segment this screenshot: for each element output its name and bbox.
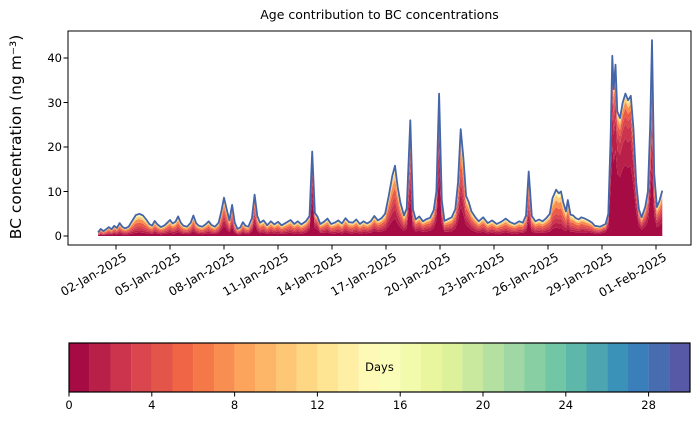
colorbar-segment bbox=[69, 343, 90, 392]
colorbar-segment bbox=[255, 343, 277, 392]
y-tick-label: 20 bbox=[47, 140, 62, 154]
colorbar-segment bbox=[276, 343, 297, 392]
chart-title: Age contribution to BC concentrations bbox=[260, 7, 499, 22]
colorbar-tick-label: 16 bbox=[392, 398, 408, 412]
colorbar-segment bbox=[545, 343, 566, 392]
colorbar-tick-label: 24 bbox=[558, 398, 574, 412]
age-band-1 bbox=[98, 111, 663, 236]
colorbar-segment bbox=[565, 343, 587, 392]
y-tick-label: 30 bbox=[47, 95, 62, 110]
age-band-6 bbox=[98, 52, 663, 234]
colorbar-segment bbox=[669, 343, 691, 392]
colorbar-tick-label: 4 bbox=[148, 398, 156, 412]
colorbar-segment bbox=[400, 343, 421, 392]
colorbar-border bbox=[68, 342, 691, 393]
colorbar-segment bbox=[110, 343, 132, 392]
colorbar-tick-label: 12 bbox=[310, 398, 325, 412]
colorbar-segment bbox=[89, 343, 111, 392]
colorbar-segment bbox=[131, 343, 152, 392]
colorbar-segment bbox=[648, 343, 670, 392]
colorbar-tick-label: 8 bbox=[230, 398, 239, 412]
age-band-7 bbox=[98, 40, 663, 233]
colorbar-segment bbox=[441, 343, 463, 392]
colorbar-segment bbox=[338, 343, 359, 392]
colorbar-segment bbox=[462, 343, 484, 392]
colorbar-label: Days bbox=[365, 360, 394, 374]
colorbar-segment bbox=[172, 343, 194, 392]
colorbar-segment bbox=[234, 343, 256, 392]
y-tick-label: 10 bbox=[47, 184, 62, 199]
colorbar-segment bbox=[379, 343, 401, 392]
colorbar-tick-label: 20 bbox=[475, 398, 491, 412]
colorbar-segment bbox=[151, 343, 173, 392]
colorbar-segment bbox=[193, 343, 214, 392]
colorbar-segment bbox=[524, 343, 546, 392]
total-line bbox=[97, 39, 664, 233]
colorbar-segment bbox=[213, 343, 235, 392]
colorbar-segment bbox=[503, 343, 525, 392]
colorbar-segment bbox=[296, 343, 318, 392]
colorbar-segment bbox=[420, 343, 442, 392]
age-band-4 bbox=[98, 74, 663, 235]
colorbar-segment bbox=[483, 343, 504, 392]
age-band-2 bbox=[98, 93, 663, 235]
age-band-3 bbox=[98, 83, 663, 235]
colorbar-segment bbox=[627, 343, 649, 392]
colorbar-segment bbox=[607, 343, 628, 392]
colorbar-segment bbox=[586, 343, 608, 392]
colorbar-tick-label: 28 bbox=[641, 398, 656, 412]
y-tick-label: 0 bbox=[54, 229, 62, 243]
colorbar-tick-label: 0 bbox=[65, 398, 73, 412]
colorbar-segment bbox=[317, 343, 339, 392]
y-tick-label: 40 bbox=[47, 51, 62, 65]
colorbar-segment bbox=[358, 343, 380, 392]
plot-border bbox=[67, 30, 692, 246]
age-band-5 bbox=[98, 65, 663, 234]
